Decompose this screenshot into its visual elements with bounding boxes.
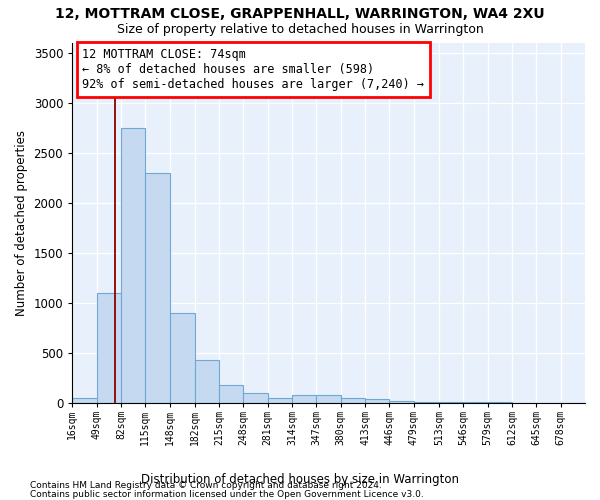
Text: Contains HM Land Registry data © Crown copyright and database right 2024.: Contains HM Land Registry data © Crown c… [30, 481, 382, 490]
Bar [268, 398, 292, 403]
Bar [97, 292, 121, 403]
Bar [341, 398, 365, 403]
Bar [170, 312, 194, 403]
Bar [439, 402, 463, 403]
Bar [316, 396, 341, 403]
Bar [244, 393, 268, 403]
Text: 12, MOTTRAM CLOSE, GRAPPENHALL, WARRINGTON, WA4 2XU: 12, MOTTRAM CLOSE, GRAPPENHALL, WARRINGT… [55, 8, 545, 22]
Bar [414, 402, 439, 403]
Bar [463, 402, 488, 403]
Text: Size of property relative to detached houses in Warrington: Size of property relative to detached ho… [116, 22, 484, 36]
Bar [365, 399, 389, 403]
Text: 12 MOTTRAM CLOSE: 74sqm
← 8% of detached houses are smaller (598)
92% of semi-de: 12 MOTTRAM CLOSE: 74sqm ← 8% of detached… [82, 48, 424, 91]
Bar [292, 396, 316, 403]
Y-axis label: Number of detached properties: Number of detached properties [15, 130, 28, 316]
Bar [72, 398, 97, 403]
Bar [194, 360, 219, 403]
Text: Distribution of detached houses by size in Warrington: Distribution of detached houses by size … [141, 472, 459, 486]
Bar [488, 402, 512, 403]
Bar [121, 128, 145, 403]
Text: Contains public sector information licensed under the Open Government Licence v3: Contains public sector information licen… [30, 490, 424, 499]
Bar [219, 386, 244, 403]
Bar [389, 401, 414, 403]
Bar [145, 172, 170, 403]
